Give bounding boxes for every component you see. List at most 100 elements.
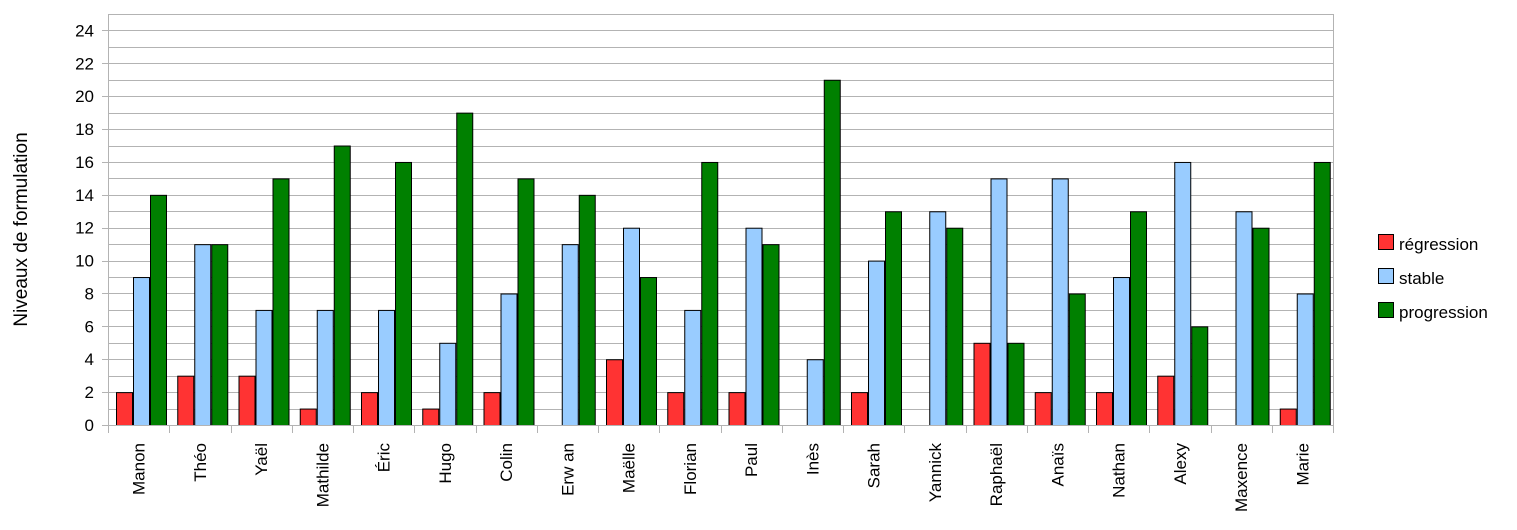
bar-stable <box>439 342 457 426</box>
bar-stable <box>194 244 212 426</box>
bars <box>116 79 1331 427</box>
category-label: Raphaël <box>987 443 1006 506</box>
bar-progression <box>578 194 596 426</box>
bar-stable <box>990 178 1008 426</box>
y-tick-label: 10 <box>75 252 94 271</box>
bar-rgression <box>1157 375 1175 426</box>
bar-stable <box>929 211 947 426</box>
bar-stable <box>1235 211 1253 426</box>
y-tick-label: 14 <box>75 186 94 205</box>
legend-label: régression <box>1399 235 1478 254</box>
legend-swatch <box>1378 234 1394 250</box>
bar-progression <box>640 277 657 427</box>
bar-rgression <box>728 392 746 426</box>
legend-label: progression <box>1399 303 1488 322</box>
y-tick-label: 18 <box>75 120 94 139</box>
bar-rgression <box>667 392 685 426</box>
bar-progression <box>456 112 474 426</box>
legend-swatch <box>1378 268 1394 284</box>
bar-progression <box>823 79 841 426</box>
plot-border <box>108 14 1334 426</box>
bar-stable <box>316 309 334 427</box>
y-tick-label: 12 <box>75 219 94 238</box>
bar-progression <box>1191 326 1209 426</box>
category-label: Nathan <box>1110 443 1129 498</box>
bar-rgression <box>177 375 195 426</box>
legend-label: stable <box>1399 269 1444 288</box>
bar-progression <box>333 145 351 427</box>
bar-stable <box>623 227 640 426</box>
category-label: Maxence <box>1232 443 1251 512</box>
bar-progression <box>946 227 964 426</box>
bar-progression <box>1130 211 1147 426</box>
bar-rgression <box>851 392 868 426</box>
y-tick-label: 8 <box>85 284 94 303</box>
category-label: Éric <box>375 443 394 473</box>
category-label: Erw an <box>558 443 577 496</box>
y-tick-label: 16 <box>75 153 94 172</box>
bar-progression <box>1252 227 1270 426</box>
bar-rgression <box>1034 392 1052 426</box>
bar-rgression <box>238 375 256 426</box>
category-label: Hugo <box>436 443 455 484</box>
bar-stable <box>561 244 579 426</box>
bar-stable <box>1174 161 1192 427</box>
category-label: Colin <box>497 443 516 482</box>
bar-rgression <box>1279 408 1297 426</box>
category-label: Marie <box>1293 443 1312 486</box>
bar-rgression <box>116 392 133 426</box>
bar-rgression <box>299 408 317 426</box>
bar-rgression <box>973 342 991 426</box>
bar-stable <box>1296 293 1314 427</box>
bar-stable <box>684 309 702 427</box>
category-label: Théo <box>191 443 210 482</box>
bar-progression <box>272 178 290 426</box>
bar-progression <box>150 194 167 426</box>
bar-stable <box>133 277 150 427</box>
category-label: Manon <box>130 443 149 495</box>
y-tick-label: 4 <box>85 350 94 369</box>
category-label: Alexy <box>1171 443 1190 485</box>
y-tick-label: 24 <box>75 21 94 40</box>
category-label: Sarah <box>865 443 884 488</box>
category-label: Paul <box>742 443 761 477</box>
bar-stable <box>378 309 395 427</box>
category-label: Inès <box>803 443 822 475</box>
gridlines <box>108 14 1333 426</box>
y-tick-label: 20 <box>75 87 94 106</box>
bar-progression <box>1313 161 1331 427</box>
bar-rgression <box>1096 392 1113 426</box>
legend-swatch <box>1378 302 1394 318</box>
category-labels: Manon Théo Yaël Mathilde Éric Hugo Colin Erw an… <box>130 443 1313 512</box>
bar-progression <box>762 244 780 426</box>
legend: régression stable progression <box>1378 234 1488 322</box>
bar-progression <box>885 211 902 426</box>
y-tick-label: 22 <box>75 54 94 73</box>
bar-progression <box>517 178 535 426</box>
bar-progression <box>395 161 412 427</box>
bar-stable <box>500 293 518 427</box>
bar-rgression <box>361 392 378 426</box>
bar-rgression <box>483 392 501 426</box>
bar-stable <box>745 227 763 426</box>
bar-stable <box>1113 277 1130 427</box>
category-label: Maëlle <box>620 443 639 493</box>
bar-stable <box>1051 178 1069 426</box>
category-label: Mathilde <box>313 443 332 507</box>
bar-rgression <box>422 408 440 426</box>
category-label: Anaïs <box>1048 443 1067 486</box>
y-axis-title: Niveaux de formulation <box>11 132 32 326</box>
bar-stable <box>868 260 885 426</box>
category-label: Yannick <box>926 443 945 503</box>
bar-progression <box>701 161 719 427</box>
bar-rgression <box>606 359 623 426</box>
bar-stable <box>806 359 824 426</box>
category-label: Yaël <box>252 443 271 476</box>
y-tick-label: 0 <box>85 416 94 435</box>
bar-progression <box>1068 293 1086 427</box>
y-tick-label: 2 <box>85 383 94 402</box>
y-tick-label: 6 <box>85 317 94 336</box>
